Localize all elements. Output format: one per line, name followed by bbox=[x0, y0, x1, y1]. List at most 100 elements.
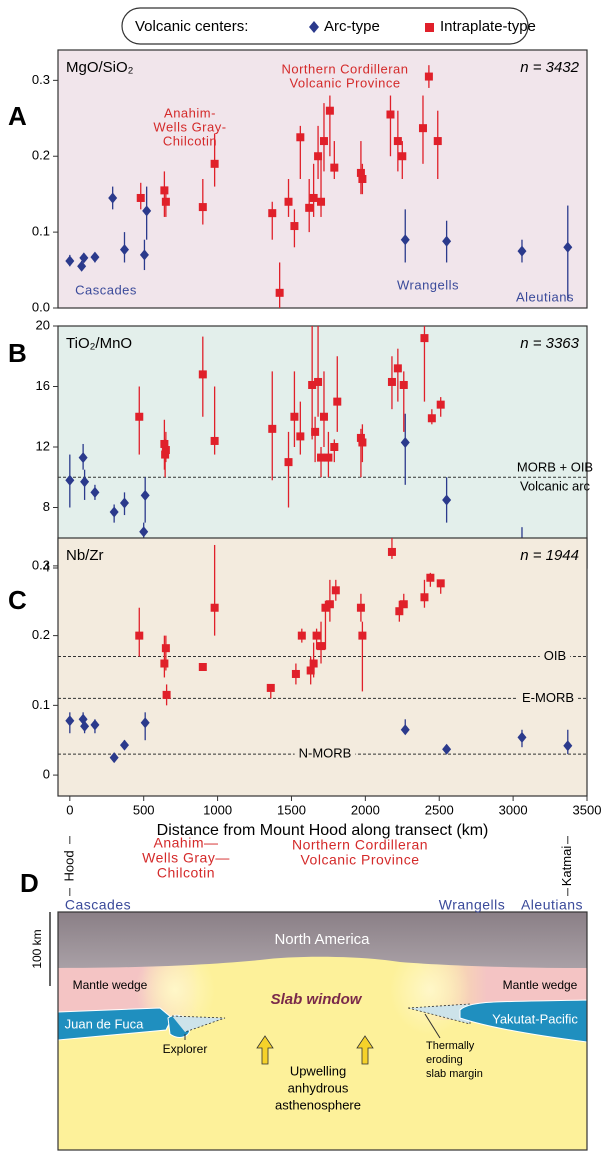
y-tick-label: 16 bbox=[36, 378, 50, 393]
process-label: eroding bbox=[426, 1054, 463, 1066]
annotation: Aleutians bbox=[516, 289, 574, 304]
x-tick-label: 0 bbox=[66, 802, 73, 817]
arc-point bbox=[78, 452, 88, 464]
process-label: Thermally bbox=[426, 1040, 475, 1052]
process-label: Upwelling bbox=[290, 1063, 346, 1078]
intraplate-point bbox=[319, 137, 328, 146]
intraplate-point bbox=[427, 414, 436, 423]
arc-point bbox=[442, 743, 452, 755]
intraplate-point bbox=[284, 197, 293, 206]
intraplate-point bbox=[356, 603, 365, 612]
x-tick-label: 500 bbox=[133, 802, 155, 817]
arc-point bbox=[109, 752, 119, 764]
panel-label: D bbox=[20, 868, 39, 898]
y-tick-label: 0.3 bbox=[32, 72, 50, 87]
intraplate-point bbox=[210, 603, 219, 612]
annotation: Northern Cordilleran bbox=[281, 61, 408, 76]
intraplate-point bbox=[331, 586, 340, 595]
intraplate-point bbox=[387, 547, 396, 556]
legend-marker bbox=[425, 23, 434, 32]
process-label: anhydrous bbox=[288, 1080, 349, 1095]
reference-label-bg bbox=[539, 648, 571, 665]
annotation: Chilcotin bbox=[163, 133, 217, 148]
endpoint-label: Katmai bbox=[559, 846, 574, 887]
intraplate-point bbox=[136, 193, 145, 202]
intraplate-point bbox=[356, 433, 365, 442]
y-tick-label: 0.2 bbox=[32, 148, 50, 163]
arc-point bbox=[442, 494, 452, 506]
arc-point bbox=[65, 255, 75, 267]
reference-label: MORB + OIB bbox=[517, 460, 593, 475]
legend-entry: Arc-type bbox=[324, 18, 380, 35]
reference-label-bg bbox=[294, 746, 356, 763]
intraplate-point bbox=[198, 663, 207, 671]
region-label: Northern Cordilleran bbox=[292, 837, 428, 853]
arc-point bbox=[140, 717, 150, 729]
arc-point bbox=[442, 235, 452, 247]
intraplate-point bbox=[198, 203, 207, 212]
arc-point bbox=[90, 719, 100, 731]
arc-point bbox=[109, 506, 119, 518]
intraplate-point bbox=[312, 631, 321, 640]
plot-background bbox=[57, 49, 588, 309]
x-tick-label: 3000 bbox=[499, 802, 528, 817]
slab-label: Explorer bbox=[163, 1042, 208, 1056]
endpoint-label: Hood bbox=[61, 850, 76, 881]
y-tick-label: 4 bbox=[43, 559, 50, 574]
diagram-frame bbox=[57, 911, 588, 1151]
intraplate-point bbox=[135, 631, 144, 640]
panel-label: A bbox=[8, 101, 27, 131]
intraplate-point bbox=[317, 642, 326, 651]
legend-box bbox=[121, 7, 529, 45]
panel-label: C bbox=[8, 585, 27, 615]
region-label: Volcanic Province bbox=[300, 852, 419, 868]
process-label: slab margin bbox=[426, 1068, 483, 1080]
arc-point bbox=[400, 724, 410, 736]
plot-background bbox=[57, 325, 588, 569]
y-axis-label: Nb/Zr bbox=[66, 547, 104, 564]
intraplate-point bbox=[317, 197, 326, 206]
intraplate-point bbox=[387, 377, 396, 386]
region-label: Chilcotin bbox=[157, 865, 215, 881]
intraplate-point bbox=[436, 400, 445, 409]
legend-marker bbox=[309, 21, 319, 33]
x-axis-label: Distance from Mount Hood along transect … bbox=[157, 822, 489, 839]
region-label: Wells Gray— bbox=[142, 850, 230, 866]
intraplate-point bbox=[325, 106, 334, 115]
intraplate-point bbox=[284, 458, 293, 467]
intraplate-point bbox=[160, 186, 169, 195]
intraplate-point bbox=[160, 659, 169, 668]
intraplate-point bbox=[398, 152, 407, 161]
legend-title: Volcanic centers: bbox=[135, 18, 248, 35]
intraplate-point bbox=[324, 453, 333, 462]
intraplate-point bbox=[161, 644, 170, 653]
intraplate-point bbox=[319, 412, 328, 421]
intraplate-point bbox=[296, 432, 305, 441]
y-tick-label: 0.1 bbox=[32, 697, 50, 712]
intraplate-point bbox=[395, 607, 404, 616]
intraplate-point bbox=[291, 669, 300, 678]
intraplate-point bbox=[309, 659, 318, 668]
annotation: Volcanic Province bbox=[289, 75, 400, 90]
intraplate-point bbox=[393, 137, 402, 146]
arc-point bbox=[80, 476, 90, 488]
intraplate-point bbox=[333, 397, 342, 406]
intraplate-point bbox=[266, 683, 275, 692]
x-tick-label: 1000 bbox=[203, 802, 232, 817]
intraplate-point bbox=[161, 197, 170, 206]
arc-point bbox=[90, 486, 100, 498]
arc-point bbox=[119, 739, 129, 751]
x-tick-label: 1500 bbox=[277, 802, 306, 817]
north-america-plate bbox=[58, 912, 587, 968]
slab-window-label: Slab window bbox=[271, 991, 363, 1008]
arc-point bbox=[79, 252, 89, 264]
intraplate-point bbox=[210, 159, 219, 168]
intraplate-point bbox=[420, 593, 429, 602]
intraplate-point bbox=[314, 152, 323, 161]
annotation: Anahim- bbox=[164, 105, 216, 120]
arc-point bbox=[400, 436, 410, 448]
y-tick-label: 0.3 bbox=[32, 557, 50, 572]
intraplate-point bbox=[418, 124, 427, 133]
eroding-margin bbox=[171, 1015, 226, 1033]
